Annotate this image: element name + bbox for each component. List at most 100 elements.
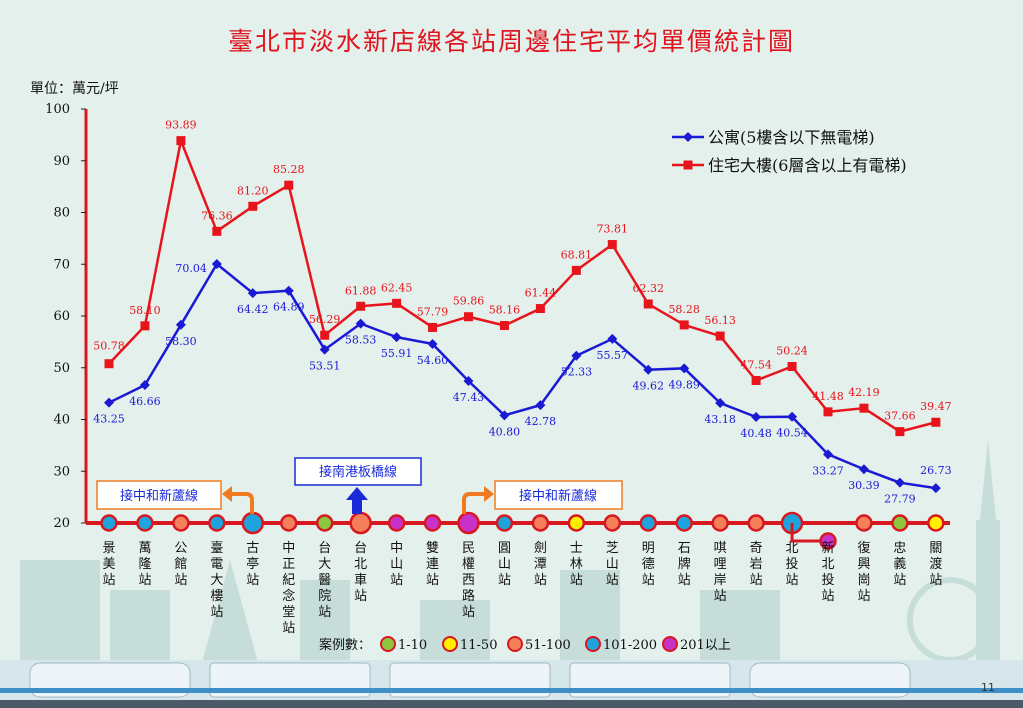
case-legend-swatch bbox=[442, 636, 458, 652]
data-point bbox=[931, 417, 941, 427]
data-label: 85.28 bbox=[273, 163, 305, 176]
data-label: 40.80 bbox=[489, 425, 521, 438]
station-dot bbox=[387, 514, 406, 532]
y-tick-label: 50 bbox=[53, 361, 70, 376]
x-tick-label: 雙連站 bbox=[426, 541, 439, 588]
data-point bbox=[787, 411, 798, 422]
x-tick-label: 石牌站 bbox=[678, 541, 691, 588]
station-dot bbox=[100, 514, 118, 532]
case-legend-label: 11-50 bbox=[460, 638, 497, 653]
data-label: 62.45 bbox=[381, 281, 413, 294]
station-dot bbox=[315, 514, 334, 532]
x-tick-label: 民權西路站 bbox=[462, 541, 475, 620]
data-point bbox=[535, 400, 546, 411]
station-dot bbox=[747, 514, 765, 532]
series-apartment: 43.25 46.66 58.30 70.04 64.42 64.89 53.51 58.53… bbox=[93, 259, 952, 506]
branch-line bbox=[790, 523, 828, 543]
data-point bbox=[895, 427, 905, 437]
legend-label: 住宅大樓(6層含以上有電梯) bbox=[708, 156, 907, 175]
y-tick-label: 20 bbox=[53, 516, 70, 531]
data-point bbox=[751, 412, 762, 423]
data-label: 61.44 bbox=[525, 287, 557, 300]
data-label: 76.36 bbox=[201, 209, 233, 222]
data-label: 58.10 bbox=[129, 304, 161, 317]
data-point bbox=[679, 320, 689, 330]
data-label: 50.24 bbox=[776, 345, 808, 358]
x-tick-label: 公館站 bbox=[174, 541, 187, 588]
data-point bbox=[859, 403, 869, 413]
data-label: 26.73 bbox=[920, 464, 952, 477]
station-dot bbox=[531, 514, 550, 532]
case-legend-swatch bbox=[507, 636, 523, 652]
data-point bbox=[679, 363, 690, 374]
data-label: 55.91 bbox=[381, 347, 413, 360]
x-tick-label: 明德站 bbox=[642, 541, 655, 588]
station-dot bbox=[136, 514, 154, 532]
data-point bbox=[464, 312, 473, 322]
data-label: 64.42 bbox=[237, 303, 269, 316]
station-dot bbox=[495, 514, 514, 532]
data-label: 93.89 bbox=[165, 119, 197, 132]
data-label: 58.28 bbox=[668, 303, 700, 316]
data-label: 40.54 bbox=[776, 427, 808, 440]
station-dot bbox=[349, 511, 372, 535]
data-point bbox=[858, 464, 869, 475]
y-tick-label: 70 bbox=[53, 257, 70, 272]
data-label: 73.81 bbox=[597, 223, 629, 236]
x-tick-label: 台北車站 bbox=[354, 541, 367, 604]
data-point bbox=[787, 362, 797, 372]
data-label: 33.27 bbox=[812, 464, 844, 477]
data-point bbox=[643, 299, 653, 309]
annotation-box-south bbox=[294, 457, 422, 486]
data-label: 41.48 bbox=[812, 390, 844, 403]
station-dot bbox=[711, 514, 729, 532]
station-dot bbox=[891, 514, 909, 532]
data-label: 27.79 bbox=[884, 493, 916, 506]
station-dot bbox=[172, 514, 190, 532]
legend-label: 公寓(5樓含以下無電梯) bbox=[708, 128, 875, 147]
station-dot bbox=[639, 514, 657, 532]
data-point bbox=[356, 301, 366, 311]
annotation-south: 接南港板橋線 bbox=[319, 464, 397, 480]
data-point bbox=[140, 321, 150, 331]
data-label: 70.04 bbox=[175, 262, 207, 275]
data-label: 58.16 bbox=[489, 304, 521, 317]
data-point bbox=[283, 285, 294, 296]
case-legend-swatch bbox=[380, 636, 396, 652]
station-dot bbox=[603, 514, 622, 532]
data-point bbox=[428, 322, 438, 332]
x-tick-label: 新北投站 bbox=[821, 540, 834, 604]
station-dot bbox=[675, 514, 693, 532]
x-tick-label: 圓山站 bbox=[498, 541, 511, 588]
data-label: 43.18 bbox=[704, 413, 736, 426]
x-tick-label: 萬隆站 bbox=[138, 541, 151, 588]
data-point bbox=[607, 333, 618, 344]
data-label: 47.54 bbox=[740, 358, 772, 371]
x-axis-labels: 景美站 萬隆站 公館站 臺電大樓站 古亭站 中正紀念堂站 台大醫院站 台北車站 中山站 雙連站 民權… bbox=[100, 511, 945, 636]
station-dot bbox=[567, 514, 586, 532]
data-label: 39.47 bbox=[920, 400, 952, 413]
station-dot bbox=[927, 514, 945, 532]
data-point bbox=[499, 410, 510, 421]
x-tick-label: 關渡站 bbox=[929, 541, 942, 588]
data-point bbox=[643, 364, 654, 375]
station-dot bbox=[280, 514, 298, 532]
data-label: 68.81 bbox=[561, 248, 593, 261]
x-tick-label: 忠義站 bbox=[893, 541, 906, 588]
data-label: 42.78 bbox=[525, 415, 557, 428]
data-point bbox=[571, 350, 582, 361]
x-tick-label: 唭哩岸站 bbox=[714, 541, 727, 604]
case-legend-swatch bbox=[585, 636, 601, 652]
data-point bbox=[715, 398, 726, 409]
data-point bbox=[391, 332, 402, 343]
y-tick-label: 100 bbox=[45, 102, 70, 117]
legend-marker bbox=[683, 160, 693, 170]
train-illustration bbox=[0, 660, 1023, 708]
x-tick-label: 古亭站 bbox=[246, 541, 259, 588]
data-label: 30.39 bbox=[848, 479, 880, 492]
data-label: 42.19 bbox=[848, 386, 880, 399]
data-label: 47.43 bbox=[453, 391, 485, 404]
x-tick-label: 中正紀念堂站 bbox=[282, 541, 295, 636]
data-point bbox=[320, 330, 330, 340]
annotation-box-left bbox=[96, 480, 222, 510]
